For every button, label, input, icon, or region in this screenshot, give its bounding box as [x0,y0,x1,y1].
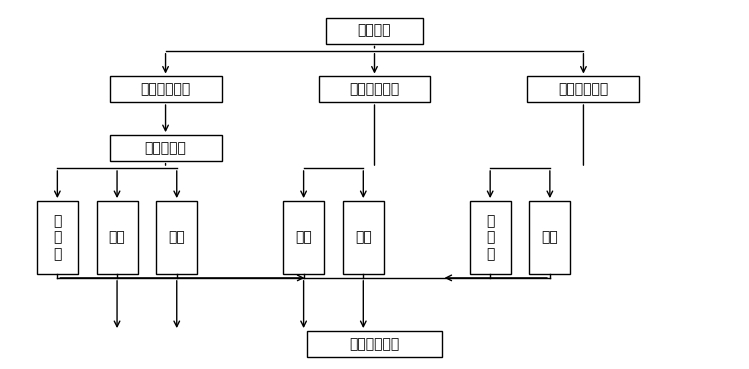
FancyBboxPatch shape [530,201,571,274]
Text: 质量: 质量 [109,231,125,245]
Text: 技术总工程师: 技术总工程师 [558,82,609,96]
Text: 物资: 物资 [295,231,312,245]
Text: 机电: 机电 [355,231,372,245]
Text: 安全: 安全 [169,231,185,245]
Text: 项目总施工: 项目总施工 [145,141,187,155]
FancyBboxPatch shape [97,201,138,274]
FancyBboxPatch shape [37,201,78,274]
FancyBboxPatch shape [307,331,442,356]
FancyBboxPatch shape [109,135,222,161]
FancyBboxPatch shape [343,201,383,274]
FancyBboxPatch shape [283,201,324,274]
FancyBboxPatch shape [318,76,431,102]
Text: 防水施工班组: 防水施工班组 [349,337,400,351]
Text: 财务: 财务 [542,231,558,245]
Text: 综
合
办: 综 合 办 [486,214,494,261]
FancyBboxPatch shape [527,76,640,102]
FancyBboxPatch shape [326,18,423,44]
Text: 项目安全总监: 项目安全总监 [349,82,400,96]
FancyBboxPatch shape [157,201,197,274]
Text: 项目执行经理: 项目执行经理 [140,82,191,96]
FancyBboxPatch shape [109,76,222,102]
FancyBboxPatch shape [470,201,511,274]
Text: 项目经理: 项目经理 [358,24,391,38]
Text: 工
程
部: 工 程 部 [53,214,61,261]
